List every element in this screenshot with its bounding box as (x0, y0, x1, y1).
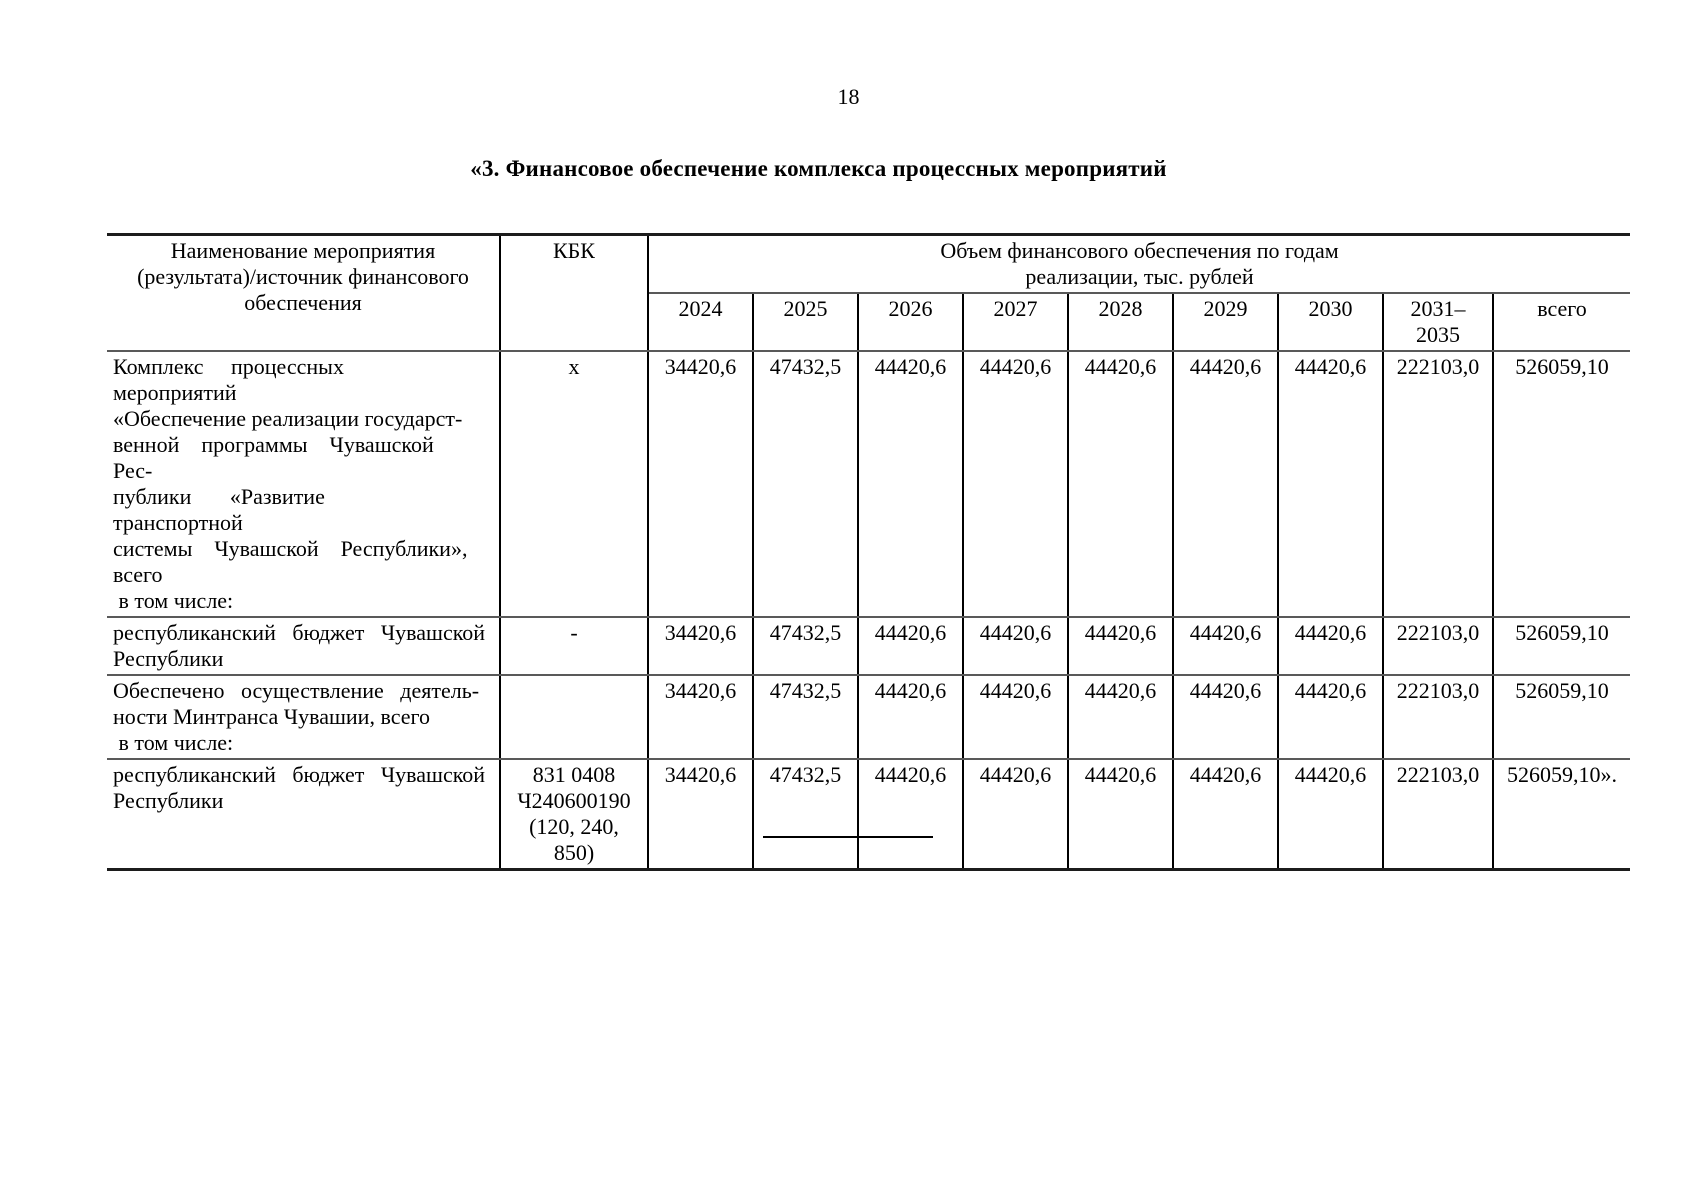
column-header-name: Наименование мероприятия (результата)/ис… (107, 233, 501, 352)
value-cell: 47432,5 (752, 616, 859, 676)
page-number: 18 (837, 84, 860, 109)
value-cell: 44420,6 (1172, 674, 1279, 760)
value-cell: 44420,6 (962, 350, 1069, 618)
value-cell: 526059,10 (1491, 616, 1631, 676)
footnote-separator-line (763, 836, 933, 838)
value-cell: 44420,6 (962, 758, 1069, 871)
column-header-year-2027: 2027 (962, 292, 1069, 352)
column-header-year-2025: 2025 (752, 292, 859, 352)
value-cell: 34420,6 (647, 616, 754, 676)
value-cell: 44420,6 (1277, 674, 1384, 760)
column-header-year-2029: 2029 (1172, 292, 1279, 352)
value-cell: 47432,5 (752, 758, 859, 871)
value-cell: 47432,5 (752, 350, 859, 618)
row-name-cell: Комплекс процессных мероприятий «Обеспеч… (107, 350, 501, 618)
table-row: республиканский бюджет Чувашской Республ… (107, 758, 1631, 871)
value-cell: 222103,0 (1382, 758, 1494, 871)
value-cell: 47432,5 (752, 674, 859, 760)
value-cell: 44420,6 (1172, 616, 1279, 676)
value-cell: 34420,6 (647, 674, 754, 760)
column-header-year-2028: 2028 (1067, 292, 1174, 352)
value-cell: 222103,0 (1382, 616, 1494, 676)
section-title: «3. Финансовое обеспечение комплекса про… (470, 156, 1167, 181)
table-row: Комплекс процессных мероприятий «Обеспеч… (107, 350, 1631, 618)
row-name-cell: Обеспечено осуществление деятель- ности … (107, 674, 501, 760)
value-cell: 44420,6 (1067, 674, 1174, 760)
value-cell: 44420,6 (1172, 758, 1279, 871)
value-cell: 222103,0 (1382, 350, 1494, 618)
value-cell: 526059,10 (1491, 674, 1631, 760)
table-row: республиканский бюджет Чувашской Республ… (107, 616, 1631, 676)
value-cell: 44420,6 (857, 616, 964, 676)
value-cell: 44420,6 (1067, 350, 1174, 618)
value-cell: 34420,6 (647, 758, 754, 871)
row-kbk-cell (499, 674, 649, 760)
row-name-cell: республиканский бюджет Чувашской Республ… (107, 616, 501, 676)
value-cell: 526059,10». (1491, 758, 1631, 871)
value-cell: 44420,6 (1277, 758, 1384, 871)
value-cell: 526059,10 (1491, 350, 1631, 618)
column-header-year-2030: 2030 (1277, 292, 1384, 352)
value-cell: 222103,0 (1382, 674, 1494, 760)
value-cell: 44420,6 (1067, 616, 1174, 676)
column-header-year-2026: 2026 (857, 292, 964, 352)
value-cell: 44420,6 (857, 758, 964, 871)
value-cell: 44420,6 (1067, 758, 1174, 871)
column-header-volume: Объем финансового обеспечения по годам р… (646, 233, 1631, 294)
finance-table: Наименование мероприятия (результата)/ис… (107, 233, 1631, 871)
row-kbk-cell: - (499, 616, 649, 676)
column-header-year-2024: 2024 (648, 292, 754, 352)
value-cell: 44420,6 (1277, 350, 1384, 618)
value-cell: 44420,6 (857, 350, 964, 618)
row-name-cell: республиканский бюджет Чувашской Республ… (107, 758, 501, 871)
value-cell: 34420,6 (647, 350, 754, 618)
value-cell: 44420,6 (1277, 616, 1384, 676)
column-header-kbk: КБК (499, 233, 649, 352)
value-cell: 44420,6 (962, 674, 1069, 760)
column-header-year-2031-2035: 2031– 2035 (1382, 292, 1494, 352)
value-cell: 44420,6 (1172, 350, 1279, 618)
row-kbk-cell: 831 0408 Ч240600190 (120, 240, 850) (499, 758, 649, 871)
row-kbk-cell: х (499, 350, 649, 618)
value-cell: 44420,6 (857, 674, 964, 760)
column-header-total: всего (1491, 292, 1631, 352)
value-cell: 44420,6 (962, 616, 1069, 676)
table-row: Обеспечено осуществление деятель- ности … (107, 674, 1631, 760)
